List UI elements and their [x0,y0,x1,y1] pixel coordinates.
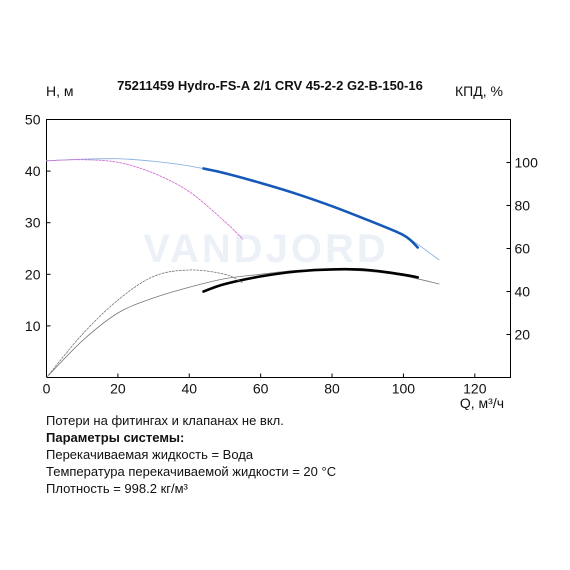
x-tick-label-5: 100 [392,381,416,397]
temperature-param: Температура перекачиваемой жидкости = 20… [46,464,337,479]
x-tick-label-1: 20 [110,381,126,397]
x-tick-label-0: 0 [43,381,51,397]
x-tick-label-3: 60 [253,381,269,397]
notes-block: Потери на фитингах и клапанах не вкл. Па… [46,412,336,497]
chart-title: 75211459 Hydro-FS-A 2/1 CRV 45-2-2 G2-B-… [117,78,423,93]
x-tick-label-4: 80 [324,381,340,397]
y2-tick-label-2: 60 [515,241,531,257]
y-tick-label-0: 10 [25,318,41,334]
y2-tick-label-3: 80 [515,198,531,214]
fluid-param: Перекачиваемая жидкость = Вода [46,447,254,462]
y2-tick-label-4: 100 [515,155,539,171]
system-params-heading: Параметры системы: [46,430,185,445]
x-tick-label-6: 120 [463,381,487,397]
y-tick-label-2: 30 [25,215,41,231]
series-line-head-operating [202,167,419,249]
series-line-efficiency-reduced [46,269,244,378]
density-param: Плотность = 998.2 кг/м³ [46,481,188,496]
y-tick-label-1: 20 [25,266,41,282]
y-tick-label-4: 50 [25,112,41,128]
series-lines [46,158,440,378]
y2-tick-label-1: 40 [515,284,531,300]
series-line-efficiency-full [46,269,440,378]
losses-note: Потери на фитингах и клапанах не вкл. [46,413,284,428]
y-axis-label: H, м [46,83,74,99]
x-axis-label: Q, м³/ч [460,395,504,410]
series-line-efficiency-operating [202,267,419,293]
y-tick-label-3: 40 [25,163,41,179]
series-line-head-reduced [46,159,244,240]
pump-performance-chart: VANDJORD 75211459 Hydro-FS-A 2/1 CRV 45-… [25,78,538,410]
x-tick-label-2: 40 [181,381,197,397]
y2-tick-label-0: 20 [515,327,531,343]
y2-axis-label: КПД, % [455,83,503,99]
watermark-text: VANDJORD [143,227,389,271]
axis-ticks: 0 20 40 60 80 100 120 10 20 30 40 50 20 40 60 80 100 [25,112,538,397]
